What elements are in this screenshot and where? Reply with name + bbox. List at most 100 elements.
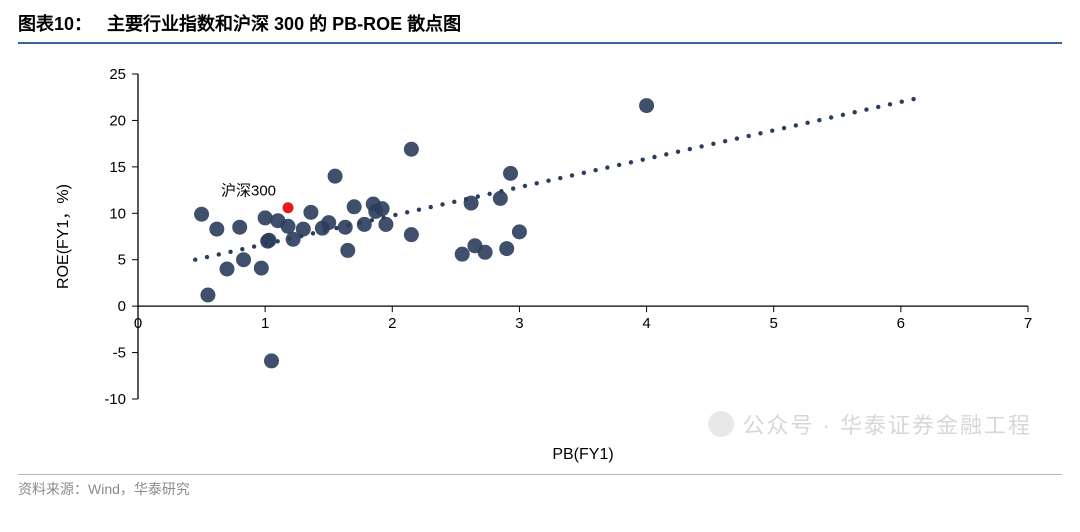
y-tick-label: 0 <box>118 298 126 315</box>
trend-dot <box>546 179 550 183</box>
trend-dot <box>240 247 244 251</box>
trend-dot <box>523 184 527 188</box>
data-point <box>493 191 508 206</box>
trend-dot <box>558 176 562 180</box>
data-point <box>375 201 390 216</box>
highlight-label: 沪深300 <box>221 183 276 200</box>
scatter-chart: 01234567-10-50510152025PB(FY1)ROE(FY1，%)… <box>18 44 1062 474</box>
trend-dot <box>641 157 645 161</box>
data-point <box>455 247 470 262</box>
trend-dot <box>876 105 880 109</box>
data-point <box>209 222 224 237</box>
trend-dot <box>535 181 539 185</box>
trend-dot <box>205 255 209 259</box>
x-tick-label: 7 <box>1024 315 1032 332</box>
data-point <box>357 217 372 232</box>
y-axis-label: ROE(FY1，%) <box>55 184 72 289</box>
y-tick-label: 15 <box>109 159 126 176</box>
trend-dot <box>888 102 892 106</box>
data-point <box>254 261 269 276</box>
trend-dot <box>900 100 904 104</box>
x-tick-label: 6 <box>897 315 905 332</box>
data-point <box>347 199 362 214</box>
trend-dot <box>794 123 798 127</box>
data-point <box>281 219 296 234</box>
data-point <box>404 142 419 157</box>
chart-title-text: 主要行业指数和沪深 300 的 PB-ROE 散点图 <box>107 14 461 34</box>
source-text: 资料来源：Wind，华泰研究 <box>18 475 1062 499</box>
trend-dot <box>782 126 786 130</box>
trend-dot <box>688 147 692 151</box>
chart-title: 图表10： 主要行业指数和沪深 300 的 PB-ROE 散点图 <box>18 6 1062 42</box>
y-tick-label: 10 <box>109 205 126 222</box>
data-point <box>404 227 419 242</box>
trend-dot <box>664 152 668 156</box>
y-tick-label: 20 <box>109 112 126 129</box>
x-tick-label: 0 <box>134 315 142 332</box>
x-tick-label: 5 <box>770 315 778 332</box>
data-point <box>328 169 343 184</box>
x-tick-label: 1 <box>261 315 269 332</box>
data-point <box>512 224 527 239</box>
trend-dot <box>487 192 491 196</box>
data-point <box>303 205 318 220</box>
x-axis-label: PB(FY1) <box>552 446 613 463</box>
trend-dot <box>417 207 421 211</box>
trend-dot <box>228 250 232 254</box>
trend-dot <box>311 231 315 235</box>
trend-dot <box>735 136 739 140</box>
trend-dot <box>570 173 574 177</box>
chart-svg: 01234567-10-50510152025PB(FY1)ROE(FY1，%)… <box>18 44 1062 474</box>
data-point <box>464 196 479 211</box>
x-tick-label: 2 <box>388 315 396 332</box>
trend-dot <box>393 213 397 217</box>
trend-dot <box>676 150 680 154</box>
data-point <box>194 207 209 222</box>
data-point <box>236 252 251 267</box>
data-point <box>200 288 215 303</box>
data-point <box>639 98 654 113</box>
data-point <box>232 220 247 235</box>
y-tick-label: 5 <box>118 252 126 269</box>
trend-dot <box>852 110 856 114</box>
data-point <box>296 222 311 237</box>
trend-dot <box>593 168 597 172</box>
trend-dot <box>652 155 656 159</box>
y-tick-label: -10 <box>104 391 126 408</box>
trend-dot <box>252 244 256 248</box>
trend-dot <box>440 202 444 206</box>
data-point <box>378 217 393 232</box>
trend-dot <box>864 107 868 111</box>
trend-dot <box>617 163 621 167</box>
y-tick-label: -5 <box>113 345 126 362</box>
data-point <box>321 215 336 230</box>
data-point <box>264 353 279 368</box>
trend-dot <box>711 142 715 146</box>
trend-dot <box>582 171 586 175</box>
trend-dot <box>629 160 633 164</box>
trend-dot <box>511 186 515 190</box>
trend-dot <box>817 118 821 122</box>
trend-dot <box>911 97 915 101</box>
trend-dot <box>747 134 751 138</box>
trend-dot <box>758 131 762 135</box>
chart-number: 图表10： <box>18 14 92 34</box>
trend-dot <box>841 113 845 117</box>
data-point <box>478 245 493 260</box>
data-point <box>220 262 235 277</box>
trend-dot <box>452 200 456 204</box>
data-point <box>499 241 514 256</box>
trend-dot <box>770 128 774 132</box>
trend-dot <box>805 121 809 125</box>
trend-dot <box>217 252 221 256</box>
data-point <box>261 233 276 248</box>
x-tick-label: 4 <box>642 315 650 332</box>
trend-dot <box>193 258 197 262</box>
trend-dot <box>699 144 703 148</box>
data-point <box>503 166 518 181</box>
trend-dot <box>429 205 433 209</box>
y-tick-label: 25 <box>109 66 126 83</box>
trend-dot <box>405 210 409 214</box>
trend-dot <box>723 139 727 143</box>
highlight-point <box>282 202 294 214</box>
